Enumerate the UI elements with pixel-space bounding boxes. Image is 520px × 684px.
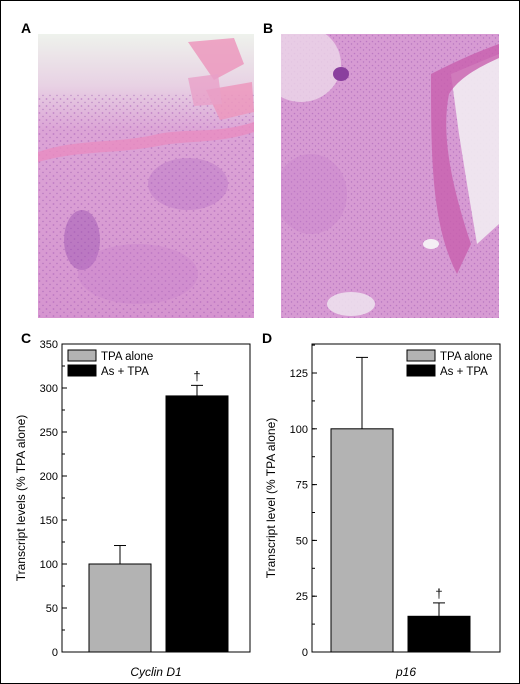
legend-label: As + TPA: [440, 366, 488, 378]
legend-label: As + TPA: [101, 366, 149, 378]
panel-label-c: C: [21, 330, 32, 346]
bar-tpa-alone: [88, 563, 152, 653]
micrograph-a: [38, 34, 254, 318]
y-tick-label: 100: [40, 559, 58, 571]
y-tick-label: 125: [290, 368, 308, 380]
legend-swatch: [67, 364, 97, 377]
bar-as-tpa: [407, 615, 471, 653]
y-tick-label: 50: [296, 535, 308, 547]
micrograph-b: [281, 34, 499, 318]
legend-swatch: [67, 349, 97, 362]
y-tick-label: 50: [46, 603, 58, 615]
y-tick-label: 200: [40, 471, 58, 483]
legend-swatch: [406, 349, 436, 362]
significance-marker: †: [435, 586, 442, 601]
x-axis-label: Cyclin D1: [130, 665, 181, 679]
panel-label-a: A: [21, 20, 32, 36]
y-axis-label: Transcript levels (% TPA alone): [14, 415, 28, 582]
panel-label-b: B: [263, 20, 274, 36]
legend-label: TPA alone: [101, 351, 153, 363]
legend-swatch: [406, 364, 436, 377]
y-tick-label: 25: [296, 591, 308, 603]
legend-label: TPA alone: [440, 351, 492, 363]
y-tick-label: 350: [40, 339, 58, 351]
chart-d-p16: 0 25 50 75 100 125 Transcript level (% TPA alo…: [264, 343, 501, 679]
bar-tpa-alone: [330, 428, 394, 653]
y-tick-label: 75: [296, 480, 308, 492]
chart-c-cyclin-d1: 0 50 100 150 200 250 300 350 Transcript levels (…: [14, 339, 251, 679]
significance-marker: †: [193, 368, 200, 383]
y-tick-label: 250: [40, 427, 58, 439]
y-tick-label: 100: [290, 424, 308, 436]
x-axis-label: p16: [395, 665, 416, 679]
panel-label-d: D: [262, 330, 273, 346]
y-axis-label: Transcript level (% TPA alone): [264, 418, 278, 579]
y-tick-label: 150: [40, 515, 58, 527]
y-tick-label: 300: [40, 383, 58, 395]
plot-frame: [311, 343, 501, 653]
y-tick-label: 0: [302, 647, 308, 659]
bar-as-tpa: [165, 395, 229, 653]
y-tick-label: 0: [52, 647, 58, 659]
